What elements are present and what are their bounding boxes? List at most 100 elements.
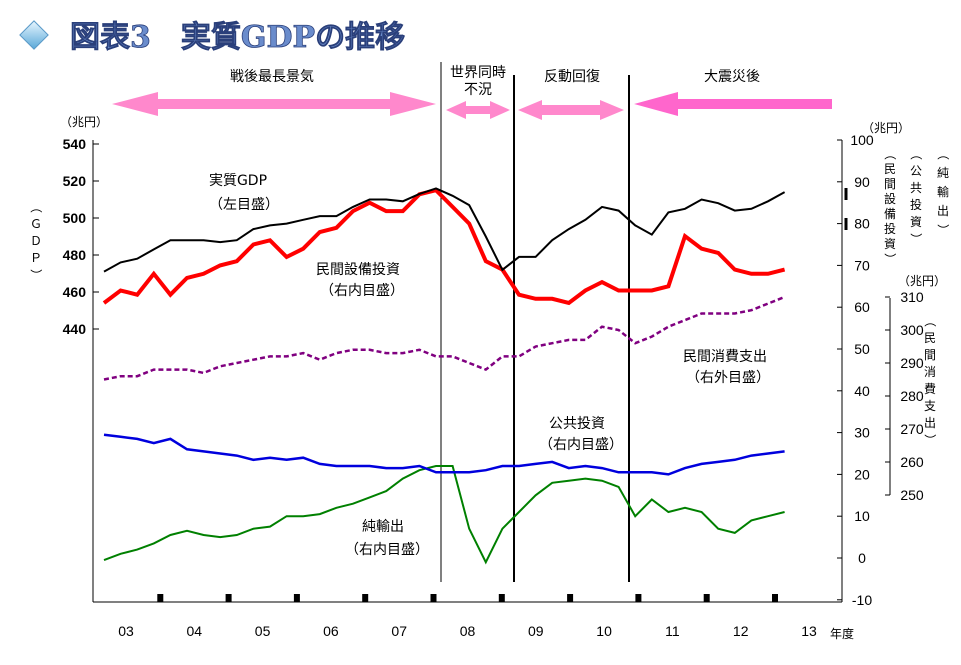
- label-gdp: 実質GDP: [209, 173, 267, 189]
- label-capex: 民間設備投資: [316, 262, 400, 278]
- right-tick-label: 100: [850, 132, 874, 148]
- label-net-exports: 純輸出: [362, 519, 404, 535]
- axis-title-net-exports: （ 純輸出 ）: [936, 148, 950, 236]
- label-public-axis: （右内目盛）: [539, 437, 623, 453]
- axis-title-char: 共: [910, 181, 922, 195]
- left-unit: （兆円）: [60, 115, 108, 129]
- x-tick-label: 08: [460, 623, 476, 639]
- axis-title-char: ）: [909, 233, 923, 245]
- right-tick-label: 80: [854, 216, 870, 232]
- left-tick-label: 440: [63, 321, 87, 337]
- period-arrow-2: [446, 101, 510, 119]
- axis-title-char: 純: [937, 166, 949, 180]
- diamond-icon: [19, 20, 49, 50]
- label-gdp-axis: （左目盛）: [209, 197, 279, 213]
- right-tick-label: 0: [858, 550, 866, 566]
- x-tick-label: 11: [665, 623, 680, 639]
- x-axis-ticks: 03 04 05 06 07 08 09 10 11 12 13: [118, 594, 817, 639]
- right-tick-label: 90: [854, 174, 870, 190]
- x-tick-label: 03: [118, 623, 134, 639]
- right-consumption-unit: （兆円）: [898, 274, 946, 288]
- outer-tick-label: 280: [900, 388, 924, 404]
- period-arrow-3: [518, 100, 624, 120]
- year-boundary-marker: [293, 594, 300, 602]
- axis-title-public: （ 公共投資 ）: [909, 148, 923, 245]
- left-tick-label: 520: [63, 173, 87, 189]
- label-consumption: 民間消費支出: [683, 349, 767, 365]
- x-tick-label: 04: [187, 623, 203, 639]
- left-tick-label: 460: [63, 284, 87, 300]
- series-line-gdp: [103, 187, 786, 273]
- period-arrow-4: [634, 92, 832, 116]
- series-line-capex: [102, 187, 786, 306]
- axis-title-char: 投: [884, 221, 896, 236]
- right-outer-axis-ticks: 250 260 270 280 290 300 310: [885, 289, 924, 503]
- axis-title-char: 輸: [937, 184, 949, 199]
- axis-title-char: （: [923, 315, 937, 327]
- outer-tick-label: 260: [900, 454, 924, 470]
- right-top-unit: （兆円）: [862, 121, 910, 135]
- axis-title-char: Ｄ: [30, 234, 42, 248]
- left-tick-label: 500: [63, 210, 87, 226]
- right-tick-label: 10: [854, 508, 870, 524]
- label-capex-axis: （右内目盛）: [320, 283, 404, 299]
- outer-tick-label: 310: [900, 289, 924, 305]
- right-inner-axis-ticks: -10 0 10 20 30 40 50 60 70 80 90 100: [837, 132, 874, 608]
- axis-title-char: Ｇ: [30, 217, 42, 231]
- year-boundary-marker: [772, 594, 778, 602]
- axis-title-capex: （ 民間設備投資 ）: [883, 148, 897, 265]
- axis-title-char: 消: [924, 365, 936, 379]
- series-line-consumption: [103, 295, 786, 381]
- right-tick-label: 30: [854, 425, 870, 441]
- axis-title-char: 費: [924, 381, 936, 396]
- series-line-net-exports: [103, 465, 785, 565]
- chart-title: 図表3 実質GDPの推移: [70, 20, 405, 55]
- period-label-2a: 世界同時: [450, 65, 506, 81]
- axis-title-char: 間: [924, 348, 936, 362]
- year-boundary-marker: [430, 594, 437, 602]
- period-label-1: 戦後最長景気: [230, 69, 314, 85]
- axis-title-char: 設: [884, 191, 896, 206]
- x-tick-label: 10: [596, 623, 612, 639]
- axis-title-gdp: （ ＧＤＰ ）: [29, 201, 43, 281]
- label-consumption-axis: （右外目盛）: [686, 370, 770, 386]
- axis-title-char: ）: [883, 253, 897, 265]
- label-net-exports-axis: （右内目盛）: [345, 542, 429, 558]
- axis-title-char: 民: [884, 162, 896, 176]
- axis-title-char: ）: [29, 269, 43, 281]
- x-tick-label: 05: [255, 623, 271, 639]
- left-axis-ticks: 440 460 480 500 520 540: [63, 136, 99, 337]
- x-tick-label: 09: [528, 623, 544, 639]
- right-tick-label: 50: [854, 341, 870, 357]
- left-tick-label: 480: [63, 247, 87, 263]
- label-public: 公共投資: [549, 416, 605, 432]
- outer-tick-label: 290: [900, 355, 924, 371]
- axis-title-char: 出: [924, 416, 936, 430]
- axis-title-char: （: [909, 148, 923, 160]
- year-boundary-marker: [157, 594, 164, 602]
- right-tick-label: 70: [854, 257, 870, 273]
- year-boundary-marker: [225, 594, 232, 602]
- right-tick-label: 60: [854, 299, 870, 315]
- axis-title-char: 民: [924, 331, 936, 345]
- axis-title-char: （: [29, 201, 43, 213]
- axis-title-char: （: [883, 148, 897, 160]
- x-tick-label: 07: [391, 623, 407, 639]
- right-tick-label: 20: [854, 466, 870, 482]
- axis-title-char: 資: [910, 215, 922, 229]
- x-axis-unit: 年度: [830, 626, 854, 641]
- outer-tick-label: 250: [900, 487, 924, 503]
- axis-title-char: 出: [937, 204, 949, 218]
- axis-title-char: ）: [936, 224, 950, 236]
- x-tick-label: 13: [801, 623, 817, 639]
- outer-tick-label: 300: [900, 322, 924, 338]
- period-label-3: 反動回復: [544, 68, 600, 85]
- axis-title-consumption: （ 民間消費支出 ）: [923, 315, 937, 446]
- axis-title-char: （: [936, 148, 950, 160]
- outer-tick-label: 270: [900, 421, 924, 437]
- period-label-4: 大震災後: [704, 69, 760, 85]
- axis-title-char: ）: [923, 434, 937, 446]
- x-tick-label: 12: [733, 623, 749, 639]
- series-line-public-investment: [103, 433, 785, 476]
